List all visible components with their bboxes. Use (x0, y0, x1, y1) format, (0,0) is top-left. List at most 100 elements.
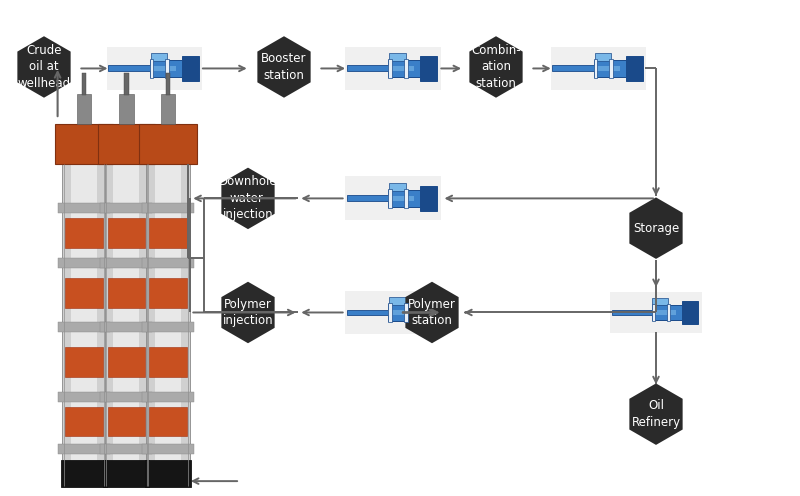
Bar (142, 392, 194, 402)
Bar (388, 59, 392, 78)
Bar (347, 65, 398, 71)
Bar (182, 56, 198, 81)
Text: Combin-
ation
station: Combin- ation station (471, 44, 521, 90)
Bar (404, 59, 407, 78)
Bar (124, 73, 129, 95)
Bar (653, 298, 668, 306)
Bar (150, 59, 154, 78)
Bar (61, 460, 107, 487)
Bar (150, 53, 167, 61)
Bar (150, 347, 186, 377)
Bar (106, 47, 202, 90)
Bar (388, 196, 414, 201)
Bar (389, 183, 406, 191)
Bar (108, 278, 145, 308)
Bar (421, 56, 437, 81)
Bar (421, 186, 437, 211)
Bar (58, 392, 110, 402)
Bar (105, 164, 148, 486)
Bar (388, 190, 427, 207)
Bar (150, 66, 175, 71)
Bar (166, 59, 169, 78)
Bar (610, 59, 613, 78)
Bar (146, 164, 190, 486)
Bar (101, 444, 152, 454)
Bar (552, 65, 603, 71)
Bar (550, 47, 646, 90)
Bar (388, 304, 427, 321)
Bar (66, 278, 102, 308)
Polygon shape (222, 168, 274, 229)
Bar (58, 444, 110, 454)
Bar (388, 303, 392, 322)
Bar (98, 124, 155, 164)
Bar (155, 164, 181, 486)
Bar (389, 53, 406, 61)
Text: Downhole
water-
injection: Downhole water- injection (218, 176, 278, 221)
Bar (145, 460, 191, 487)
Bar (388, 310, 414, 315)
Bar (345, 177, 441, 220)
Bar (421, 300, 437, 325)
Polygon shape (406, 282, 458, 343)
Bar (666, 304, 670, 321)
Bar (347, 310, 398, 315)
Bar (166, 73, 170, 95)
Bar (108, 407, 145, 436)
Polygon shape (18, 36, 70, 98)
Bar (82, 73, 86, 95)
Bar (150, 278, 186, 308)
Bar (594, 53, 611, 61)
Bar (58, 322, 110, 332)
Text: Polymer
station: Polymer station (408, 298, 456, 327)
Bar (626, 56, 642, 81)
Bar (594, 60, 633, 77)
Bar (66, 218, 102, 248)
Bar (77, 94, 91, 124)
Bar (388, 60, 427, 77)
Bar (142, 444, 194, 454)
Bar (594, 59, 598, 78)
Bar (142, 203, 194, 213)
Polygon shape (258, 36, 310, 98)
Bar (651, 310, 676, 315)
Text: Crude
oil at
wellhead: Crude oil at wellhead (18, 44, 70, 90)
Polygon shape (470, 36, 522, 98)
Bar (114, 164, 139, 486)
Bar (388, 189, 392, 208)
Polygon shape (630, 197, 682, 259)
Bar (101, 392, 152, 402)
Bar (347, 195, 398, 201)
Polygon shape (630, 383, 682, 445)
Bar (58, 203, 110, 213)
Bar (682, 301, 698, 324)
Bar (142, 258, 194, 268)
Bar (101, 322, 152, 332)
Bar (109, 65, 159, 71)
Bar (119, 94, 134, 124)
Bar (594, 66, 619, 71)
Bar (651, 305, 689, 320)
Bar (404, 189, 407, 208)
Bar (71, 164, 97, 486)
Bar (139, 124, 197, 164)
Bar (58, 258, 110, 268)
Bar (389, 297, 406, 305)
Text: Polymer
injection: Polymer injection (222, 298, 274, 327)
Bar (103, 460, 150, 487)
Bar (150, 407, 186, 436)
Text: Storage: Storage (633, 222, 679, 235)
Bar (651, 304, 655, 321)
Bar (101, 258, 152, 268)
Bar (345, 291, 441, 334)
Bar (161, 94, 175, 124)
Bar (66, 407, 102, 436)
Bar (101, 203, 152, 213)
Text: Oil
Refinery: Oil Refinery (631, 399, 681, 429)
Bar (150, 60, 189, 77)
Bar (345, 47, 441, 90)
Bar (612, 310, 660, 315)
Bar (55, 124, 113, 164)
Polygon shape (222, 282, 274, 343)
Bar (66, 347, 102, 377)
